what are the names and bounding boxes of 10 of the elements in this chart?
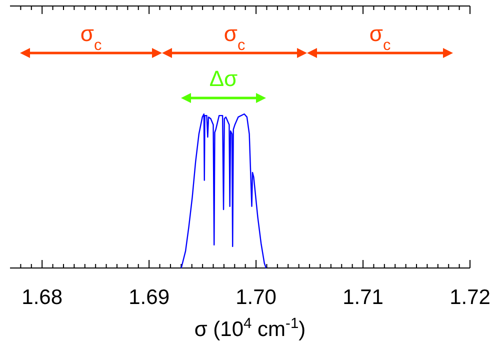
text: σ$_{c}$ [369, 21, 391, 54]
x-axis-title: σ (10$^{4}$ cm$^{-1}$) [194, 316, 306, 341]
x-tick-label: 1.68 [22, 286, 63, 309]
text: σ$_{c}$ [80, 21, 102, 54]
x-tick-label: 1.70 [236, 286, 276, 309]
x-tick-label: 1.71 [342, 286, 384, 309]
x-tick-label: 1.72 [450, 286, 490, 309]
text: σ$_{c}$ [224, 21, 246, 54]
x-tick-label: 1.69 [128, 286, 170, 309]
text: Δσ [209, 66, 238, 91]
